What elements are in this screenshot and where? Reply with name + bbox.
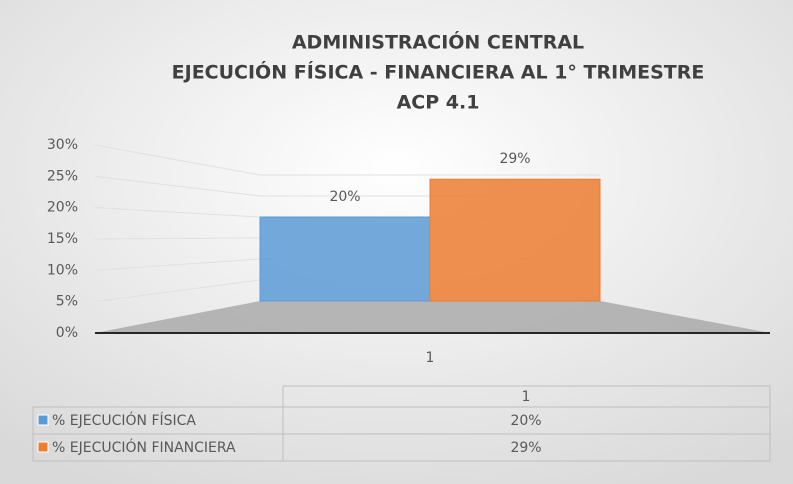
table-header-label: 1: [522, 389, 531, 405]
y-tick-label: 15%: [47, 231, 78, 247]
grid-line: [94, 207, 261, 218]
y-tick-label: 10%: [47, 262, 78, 278]
y-tick-label: 5%: [56, 294, 78, 310]
y-tick-label: 0%: [56, 325, 78, 341]
chart-title: ADMINISTRACIÓN CENTRAL: [292, 30, 584, 54]
floor: [95, 301, 770, 333]
y-tick-label: 20%: [47, 200, 78, 216]
table-value: 20%: [510, 413, 541, 429]
x-tick-label: 1: [426, 350, 435, 366]
value-label: 29%: [499, 151, 530, 167]
legend-swatch: [37, 441, 49, 453]
grid-line: [94, 175, 261, 197]
grid-line: [94, 237, 261, 240]
value-label: 20%: [329, 189, 360, 205]
legend-label: % EJECUCIÓN FINANCIERA: [52, 438, 236, 456]
y-tick-label: 30%: [47, 137, 78, 153]
grid-line: [94, 279, 261, 303]
bar: [429, 178, 601, 302]
legend-swatch: [37, 414, 49, 426]
chart-subtitle: ACP 4.1: [397, 92, 480, 114]
y-tick-label: 25%: [47, 168, 78, 184]
chart-subtitle: EJECUCIÓN FÍSICA - FINANCIERA AL 1° TRIM…: [172, 60, 705, 84]
grid-line: [94, 258, 261, 271]
legend-label: % EJECUCIÓN FÍSICA: [52, 411, 196, 429]
table-row: [32, 433, 771, 462]
bar: [259, 216, 431, 302]
grid-line: [94, 144, 261, 176]
table-value: 29%: [510, 440, 541, 456]
